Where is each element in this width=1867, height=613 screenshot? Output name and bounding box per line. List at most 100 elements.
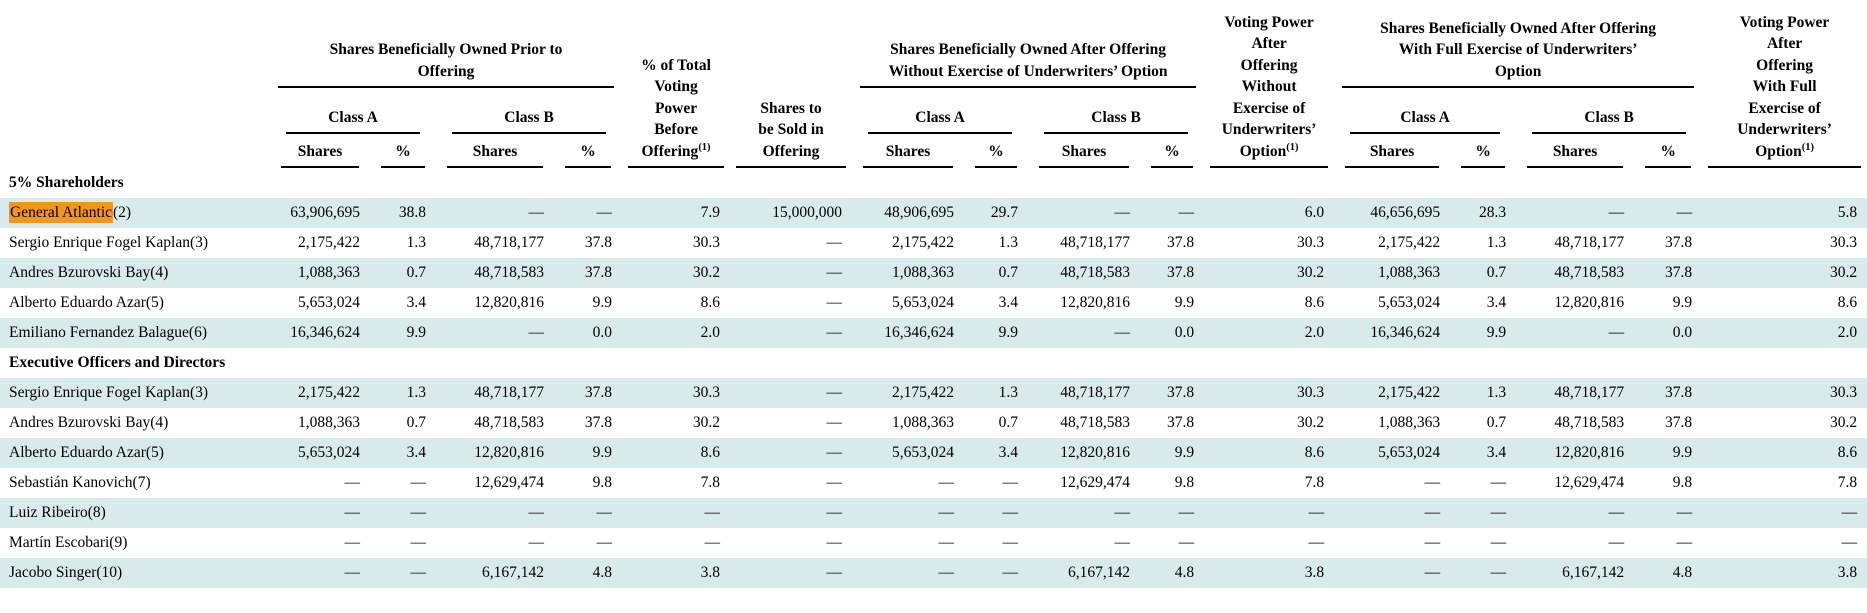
section-row: Executive Officers and Directors — [0, 348, 1867, 378]
value-cell: 2.0 — [1702, 318, 1867, 348]
section-label: Executive Officers and Directors — [9, 354, 226, 371]
value-cell: 48,718,177 — [474, 234, 544, 251]
value-cell: 7.8 — [1837, 474, 1858, 491]
value-cell: — — [1450, 558, 1517, 588]
value-cell: — — [964, 558, 1029, 588]
value-cell: 9.9 — [964, 318, 1029, 348]
value-cell: 2,175,422 — [298, 234, 360, 251]
header-line: Voting Power — [1739, 13, 1830, 31]
value-cell: 1.3 — [998, 234, 1019, 251]
header-row-groups: Shares Beneficially Owned Prior to Offer… — [0, 0, 1867, 168]
col-header-shares: Shares — [1334, 134, 1450, 168]
value-cell: 30.3 — [622, 378, 731, 408]
value-cell: — — [1490, 534, 1507, 551]
value-cell: — — [410, 534, 427, 551]
shareholder-row: Sergio Enrique Fogel Kaplan(3) 2,175,422 1… — [0, 378, 1867, 408]
header-line: Exercise of — [1748, 99, 1821, 117]
shareholder-name: Andres Bzurovski Bay(4) — [9, 414, 169, 431]
header-line: Underwriters’ — [1737, 121, 1832, 138]
value-cell: — — [370, 558, 436, 588]
table-body: 5% Shareholders General Atlantic(2) 63,906… — [0, 168, 1867, 588]
value-cell: — — [554, 198, 623, 228]
col-header-class-a: Class A — [1334, 88, 1516, 134]
value-cell: 9.9 — [592, 294, 613, 311]
value-cell: 1.3 — [1486, 234, 1507, 251]
value-cell: — — [704, 534, 721, 551]
value-cell: 2,175,422 — [852, 378, 965, 408]
header-line: Shares Beneficially Owned After Offering — [890, 41, 1166, 58]
col-header-voting-power-after-full: Voting Power After Offering With Full Ex… — [1702, 0, 1867, 168]
shareholder-name: Andres Bzurovski Bay(4) — [0, 258, 270, 288]
col-header-class-b: Class B — [1516, 88, 1702, 134]
header-line: Without — [1241, 78, 1297, 95]
value-cell: — — [344, 534, 361, 551]
shareholder-row: Andres Bzurovski Bay(4) 1,088,363 0.7 48,71… — [0, 408, 1867, 438]
shareholder-name: Jacobo Singer(10) — [0, 558, 270, 588]
value-cell: 1,088,363 — [298, 414, 360, 431]
section-label: 5% Shareholders — [9, 174, 124, 191]
header-line: Voting Power — [1224, 13, 1314, 31]
value-cell: 0.7 — [406, 414, 426, 431]
value-cell: — — [554, 498, 623, 528]
value-cell: 0.7 — [964, 258, 1029, 288]
value-cell: 28.3 — [1450, 198, 1517, 228]
value-cell: — — [270, 558, 370, 588]
value-cell: 5,653,024 — [852, 438, 965, 468]
value-cell: 37.8 — [1140, 258, 1205, 288]
value-cell: — — [1028, 198, 1141, 228]
value-cell: — — [1114, 534, 1131, 551]
value-cell: — — [1002, 474, 1019, 491]
value-cell: 12,820,816 — [436, 438, 554, 468]
col-header-percent: % — [1140, 134, 1204, 168]
value-cell: 1.3 — [964, 378, 1029, 408]
header-line: With Full — [1752, 78, 1817, 95]
value-cell: — — [852, 498, 965, 528]
value-cell: 30.3 — [1829, 234, 1858, 251]
value-cell: 5,653,024 — [1378, 294, 1441, 311]
value-cell: 12,629,474 — [1060, 474, 1131, 491]
value-cell: — — [826, 294, 843, 311]
value-cell: — — [528, 534, 545, 551]
value-cell: 8.6 — [622, 438, 731, 468]
header-line: Shares Beneficially Owned Prior to — [329, 41, 563, 58]
value-cell: 4.8 — [1140, 558, 1205, 588]
value-cell: — — [730, 558, 853, 588]
value-cell: 48,718,177 — [1060, 234, 1131, 251]
value-cell: 2,175,422 — [1334, 378, 1451, 408]
value-cell: 8.6 — [1837, 294, 1858, 311]
value-cell: 37.8 — [1634, 258, 1703, 288]
header-line: Shares to — [760, 99, 822, 117]
value-cell: 37.8 — [1664, 414, 1693, 431]
value-cell: 4.8 — [1634, 558, 1703, 588]
value-cell: 9.9 — [370, 318, 436, 348]
shareholder-row: Luiz Ribeiro(8) — — — — — — — — — — — — — — — — — [0, 498, 1867, 528]
header-line: After — [1766, 35, 1803, 52]
header-line: be Sold in — [758, 121, 824, 138]
beneficial-ownership-table: Shares Beneficially Owned Prior to Offer… — [0, 0, 1867, 588]
value-cell: 3.4 — [1486, 294, 1507, 311]
value-cell: — — [1608, 534, 1625, 551]
value-cell: 6,167,142 — [436, 558, 554, 588]
value-cell: 0.0 — [1140, 318, 1205, 348]
value-cell: 12,820,816 — [474, 294, 544, 311]
name-column-header — [0, 0, 270, 168]
value-cell: 3.4 — [964, 438, 1029, 468]
value-cell: — — [826, 234, 843, 251]
footnote-ref: (1) — [698, 141, 711, 153]
value-cell: — — [1841, 534, 1858, 551]
col-header-percent: % — [554, 134, 622, 168]
value-cell: — — [270, 498, 370, 528]
value-cell: 1,088,363 — [852, 258, 965, 288]
col-header-shares: Shares — [270, 134, 370, 168]
value-cell: — — [852, 558, 965, 588]
value-cell: 15,000,000 — [730, 198, 853, 228]
header-row-measures: Shares % Shares % Shares % Shares % Shar… — [0, 134, 1867, 168]
value-cell: — — [436, 198, 554, 228]
value-cell: — — [1676, 534, 1693, 551]
value-cell: 30.2 — [1829, 414, 1858, 431]
value-cell: 3.8 — [1702, 558, 1867, 588]
header-line: Exercise of — [1232, 99, 1306, 117]
col-header-class-b: Class B — [436, 88, 622, 134]
shareholder-name: General Atlantic(2) — [0, 198, 270, 228]
col-header-shares: Shares — [436, 134, 554, 168]
